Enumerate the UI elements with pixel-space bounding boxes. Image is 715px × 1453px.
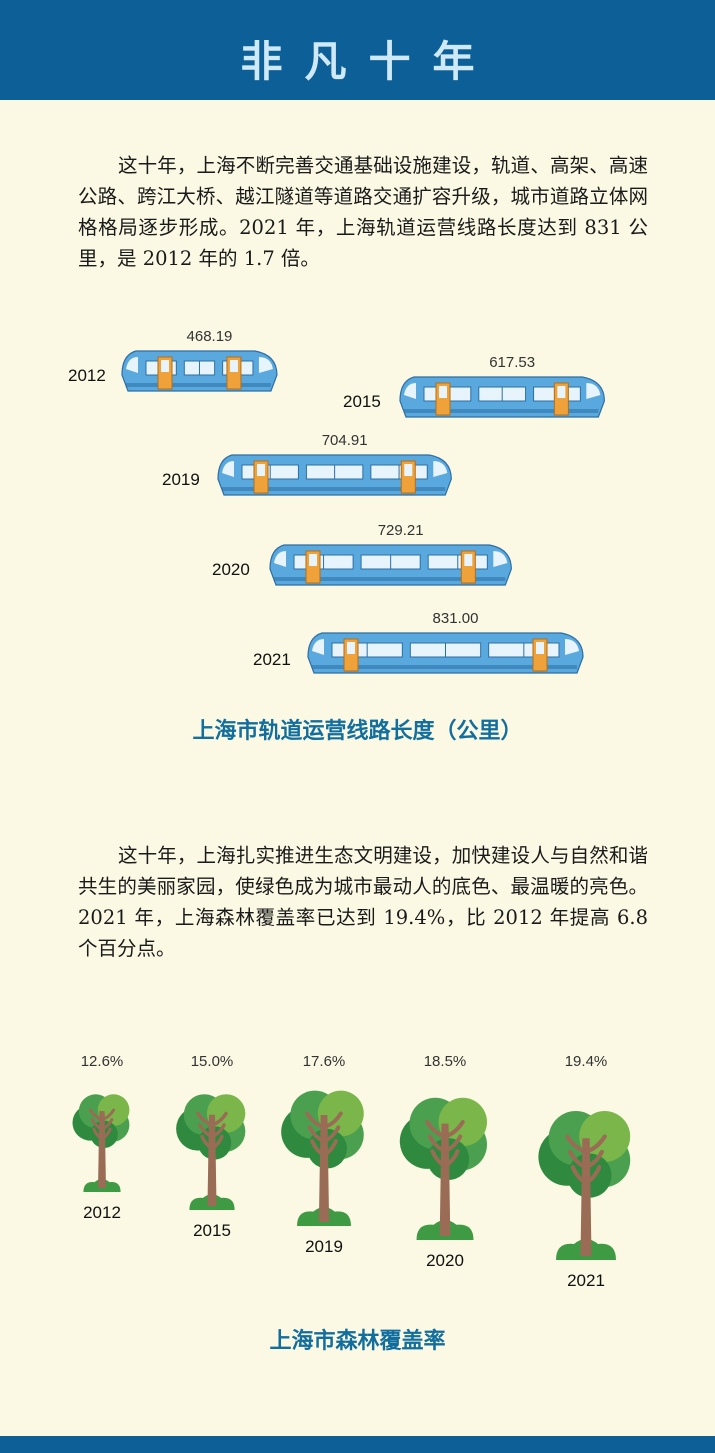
footer-bar — [0, 1436, 715, 1453]
train-door-window — [439, 386, 447, 398]
rail-value-label: 468.19 — [187, 328, 233, 345]
rail-year-label: 2015 — [343, 392, 381, 411]
train-rear-window — [404, 383, 416, 399]
rail-value-label: 729.21 — [378, 522, 424, 539]
forest-value-label: 17.6% — [303, 1053, 346, 1070]
rail-year-label: 2012 — [68, 366, 106, 385]
train-door-window — [229, 360, 238, 372]
tree-bar-2021 — [538, 1111, 631, 1260]
forest-year-label: 2020 — [426, 1251, 464, 1270]
page-title: 非凡十年 — [240, 37, 497, 86]
train-stripe — [222, 487, 446, 491]
forest-value-label: 12.6% — [81, 1053, 124, 1070]
forest-coverage-chart: 12.6% 2012 15.0% 2015 17.6% 2019 18.5% 2020 19.4… — [72, 1053, 631, 1290]
train-rear-window — [274, 551, 286, 567]
train-rear-window — [126, 357, 138, 373]
rail-value-label: 704.91 — [322, 432, 368, 449]
train-front-window — [493, 551, 508, 567]
tree-branch — [210, 1111, 228, 1127]
tree-branch — [583, 1165, 602, 1185]
train-stripe — [312, 665, 577, 669]
train-door-window — [464, 554, 473, 566]
train-rear-window — [222, 461, 234, 477]
tree-trunk — [207, 1114, 217, 1206]
train-front-window — [433, 461, 448, 477]
train-door-window — [257, 464, 265, 476]
rail-year-label: 2019 — [162, 470, 200, 489]
train-door-window — [557, 386, 566, 398]
section2-paragraph: 这十年，上海扎实推进生态文明建设，加快建设人与自然和谐共生的美丽家园，使绿色成为… — [78, 844, 648, 960]
train-bar-2021 — [307, 632, 584, 674]
tree-branch — [322, 1125, 341, 1143]
tree-branch — [583, 1149, 605, 1170]
tree-trunk — [98, 1111, 106, 1188]
forest-value-label: 18.5% — [424, 1053, 467, 1070]
forest-year-label: 2012 — [83, 1203, 121, 1222]
rail-chart-title: 上海市轨道运营线路长度（公里） — [192, 718, 523, 743]
tree-branch — [442, 1149, 460, 1168]
tree-bar-2019 — [281, 1090, 364, 1226]
tree-branch — [210, 1134, 224, 1150]
train-stripe — [404, 409, 599, 413]
train-bar-2020 — [269, 544, 512, 586]
forest-year-label: 2021 — [567, 1271, 605, 1290]
forest-chart-title: 上海市森林覆盖率 — [269, 1328, 446, 1353]
train-stripe — [274, 577, 506, 581]
tree-branch — [100, 1127, 112, 1141]
rail-length-chart: 468.19 2012 617.53 2015 704.91 2019 729.21 2020… — [68, 328, 605, 674]
forest-year-label: 2019 — [305, 1237, 343, 1256]
tree-branch — [100, 1108, 116, 1122]
tree-branch — [583, 1134, 607, 1154]
tree-branch — [442, 1134, 463, 1154]
tree-branch — [210, 1123, 226, 1139]
tree-trunk — [580, 1138, 592, 1256]
tree-bar-2020 — [399, 1097, 487, 1240]
train-bar-2019 — [217, 454, 452, 496]
forest-value-label: 15.0% — [191, 1053, 234, 1070]
train-door-window — [309, 554, 317, 566]
tree-branch — [100, 1118, 114, 1131]
train-front-window — [586, 383, 601, 399]
rail-value-label: 617.53 — [489, 354, 535, 371]
train-bar-2015 — [399, 376, 605, 418]
tree-trunk — [439, 1123, 451, 1236]
rail-year-label: 2020 — [212, 560, 250, 579]
header-banner: 非凡十年 — [0, 0, 715, 100]
tree-branch — [322, 1139, 338, 1157]
tree-trunk — [318, 1115, 330, 1222]
rail-year-label: 2021 — [253, 650, 291, 669]
train-bar-2012 — [121, 350, 278, 392]
section1-paragraph: 这十年，上海不断完善交通基础设施建设，轨道、高架、高速公路、跨江大桥、越江隧道等… — [78, 154, 648, 270]
tree-bar-2012 — [72, 1094, 130, 1192]
tree-bar-2015 — [176, 1094, 246, 1210]
forest-value-label: 19.4% — [565, 1053, 608, 1070]
train-door-window — [404, 464, 413, 476]
train-door-window — [161, 360, 169, 372]
tree-branch — [442, 1119, 465, 1139]
train-rear-window — [312, 639, 324, 655]
forest-year-label: 2015 — [193, 1221, 231, 1240]
train-door-window — [536, 642, 544, 654]
train-door-window — [347, 642, 355, 654]
train-front-window — [565, 639, 579, 655]
tree-branch — [322, 1111, 343, 1130]
rail-value-label: 831.00 — [433, 610, 479, 627]
train-stripe — [126, 383, 271, 387]
train-front-window — [258, 357, 273, 373]
